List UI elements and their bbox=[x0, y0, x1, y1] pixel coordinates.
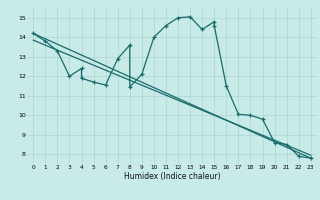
X-axis label: Humidex (Indice chaleur): Humidex (Indice chaleur) bbox=[124, 172, 220, 181]
